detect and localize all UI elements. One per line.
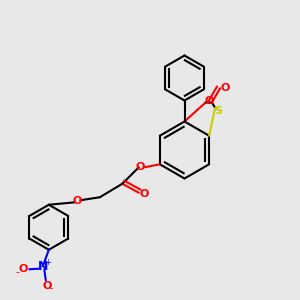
Text: S: S [214, 106, 222, 116]
Text: N: N [38, 260, 48, 273]
Text: O: O [43, 281, 52, 291]
Text: O: O [72, 196, 81, 206]
Text: -: - [16, 267, 20, 277]
Text: -: - [50, 283, 53, 293]
Text: O: O [221, 83, 230, 93]
Text: +: + [44, 258, 51, 267]
Text: O: O [136, 162, 145, 172]
Text: O: O [18, 264, 27, 274]
Text: O: O [140, 189, 149, 199]
Text: O: O [205, 96, 214, 106]
